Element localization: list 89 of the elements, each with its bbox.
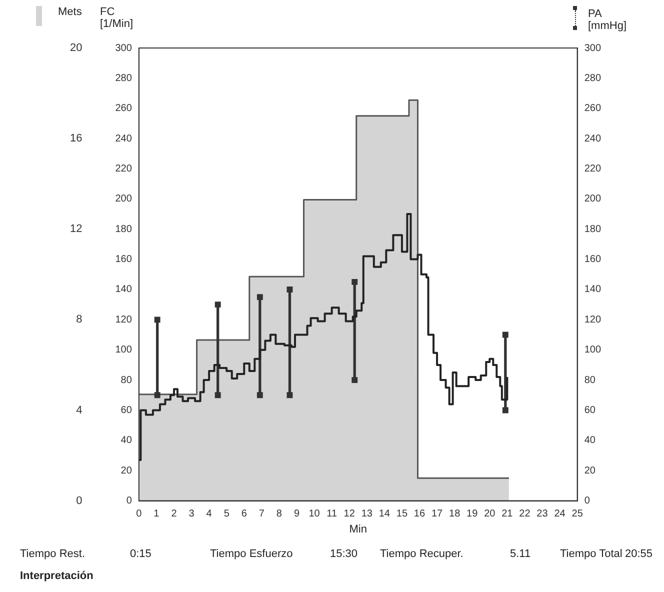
x-tick-label: 2 — [171, 508, 178, 520]
text: 15:30 — [330, 548, 358, 560]
point — [286, 392, 293, 398]
x-tick-label: 18 — [449, 508, 461, 520]
y-tick-label: 260 — [115, 103, 132, 114]
x-tick-label: 0 — [136, 508, 142, 520]
y2-tick-label: 220 — [584, 163, 602, 174]
point — [256, 294, 263, 300]
x-tick-label: 20 — [484, 508, 496, 520]
y-tick-label: 180 — [115, 224, 132, 235]
x-tick-label: 22 — [519, 508, 531, 520]
x-tick-label: 9 — [294, 508, 300, 520]
x-tick-label: 5 — [224, 508, 230, 520]
x-tick-label: 4 — [206, 508, 212, 520]
x-tick-label: 7 — [258, 508, 265, 520]
y3-axis-title: Mets — [58, 6, 82, 18]
y-tick-label: 80 — [120, 374, 132, 386]
y2-tick-label: 100 — [584, 344, 602, 356]
x-tick-label: 10 — [308, 508, 320, 520]
y2-tick-label: 0 — [584, 496, 590, 507]
x-tick-label: 12 — [344, 508, 356, 520]
x-tick-label: 11 — [326, 508, 338, 520]
point — [154, 392, 160, 398]
y3-tick-label: 12 — [70, 223, 82, 236]
x-tick-label: 21 — [502, 508, 514, 520]
x-tick-label: 3 — [188, 508, 195, 520]
y2-tick-label: 300 — [584, 42, 602, 54]
text: Tiempo Rest. — [20, 548, 86, 560]
point — [214, 302, 221, 308]
y2-tick-label: 140 — [584, 284, 602, 296]
y-tick-label: 140 — [115, 284, 132, 296]
y-tick-label: 20 — [120, 465, 132, 476]
x-axis-title: Min — [349, 523, 367, 536]
y-tick-label: 160 — [115, 254, 132, 266]
x-tick-label: 24 — [554, 508, 566, 520]
point — [256, 392, 263, 398]
x-tick-label: 15 — [396, 508, 408, 520]
y-tick-label: 300 — [115, 42, 132, 54]
point — [154, 316, 160, 323]
y-tick-label: 100 — [115, 344, 132, 356]
y3-tick-label: 0 — [76, 494, 82, 507]
point — [352, 377, 358, 384]
y-axis-title: FC [1/Min] — [100, 6, 134, 30]
x-tick-label: 8 — [276, 508, 282, 520]
y2-tick-label: 60 — [584, 404, 596, 416]
y2-tick-label: 80 — [584, 374, 596, 386]
x-tick-label: 19 — [466, 508, 478, 520]
y3-tick-label: 8 — [76, 314, 82, 326]
text: 0:15 — [130, 548, 152, 560]
y2-tick-label: 120 — [584, 314, 602, 326]
x-tick-label: 6 — [241, 508, 248, 520]
text: Interpretación — [20, 570, 94, 582]
y-tick-label: 0 — [126, 496, 132, 507]
y-tick-label: 120 — [115, 314, 132, 326]
text: 20:55 — [625, 548, 653, 560]
y2-tick-label: 180 — [584, 224, 602, 235]
y3-tick-label: 16 — [70, 132, 82, 145]
y2-tick-label: 40 — [584, 435, 596, 446]
x-tick-label: 23 — [536, 508, 548, 520]
y-tick-label: 220 — [115, 163, 132, 174]
point — [286, 286, 293, 292]
point — [502, 407, 508, 414]
text: Tiempo Esfuerzo — [210, 548, 293, 560]
y2-tick-label: 240 — [584, 133, 602, 144]
x-tick-label: 13 — [361, 508, 373, 520]
y3-tick-label: 20 — [70, 42, 82, 54]
y2-axis-title: PA [mmHg] — [588, 8, 628, 32]
y-tick-label: 200 — [115, 194, 132, 205]
x-tick-label: 14 — [378, 508, 390, 520]
y2-tick-label: 200 — [584, 194, 602, 205]
y-tick-label: 280 — [115, 72, 132, 84]
point — [214, 392, 221, 398]
point — [502, 332, 508, 338]
y2-tick-label: 160 — [584, 254, 602, 266]
y2-tick-label: 20 — [584, 465, 596, 476]
y-tick-label: 60 — [120, 404, 132, 416]
y3-tick-label: 4 — [76, 404, 82, 416]
text: Tiempo Recuper. — [380, 548, 464, 560]
y-tick-label: 40 — [120, 435, 132, 446]
y2-tick-label: 280 — [584, 72, 602, 84]
x-tick-label: 1 — [154, 508, 160, 520]
text: Tiempo Total — [560, 548, 622, 560]
text: 5.11 — [510, 548, 531, 560]
y2-tick-label: 260 — [584, 103, 602, 114]
x-tick-label: 16 — [414, 508, 426, 520]
point — [352, 278, 358, 285]
x-tick-label: 25 — [572, 508, 584, 520]
x-tick-label: 17 — [431, 508, 444, 520]
y-tick-label: 240 — [115, 133, 132, 144]
